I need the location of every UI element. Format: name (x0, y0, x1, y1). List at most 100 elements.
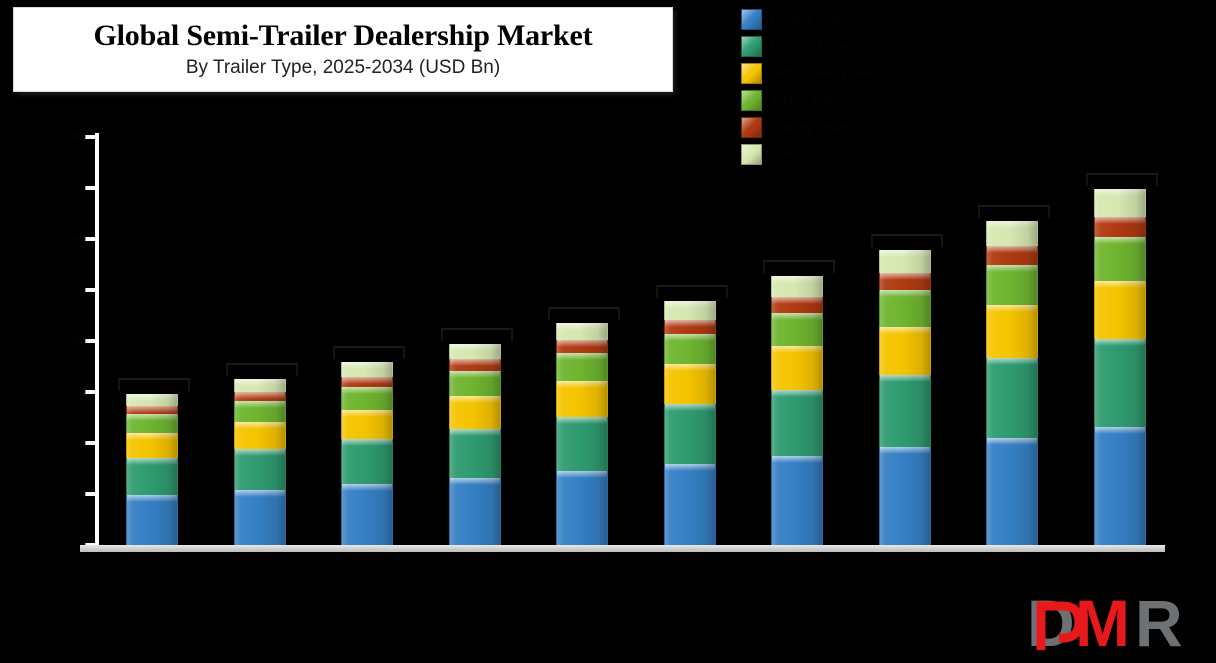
bar-segment-refrigerated-trailers[interactable] (771, 346, 823, 390)
bar-group-2033[interactable] (978, 205, 1050, 545)
y-axis-tick-label: 70 (71, 180, 86, 195)
bar-segment-refrigerated-trailers[interactable] (233, 421, 286, 450)
logo-letter-m: M (1075, 588, 1130, 656)
bar-segment-tanker-trailers[interactable] (771, 312, 823, 347)
bar-segment-tanker-trailers[interactable] (341, 386, 393, 410)
legend-item-4[interactable]: Lowboy Trailers (741, 114, 1201, 140)
bar-segment-others[interactable] (556, 323, 608, 341)
bar-segment-others[interactable] (986, 221, 1038, 246)
bar-segment-lowboy-trailers[interactable] (341, 376, 393, 388)
bar-segment-lowboy-trailers[interactable] (663, 319, 716, 334)
bar-total-label (440, 327, 513, 341)
bar-segment-lowboy-trailers[interactable] (771, 297, 823, 313)
logo-letter-r: R (1135, 588, 1183, 656)
bar-segment-tanker-trailers[interactable] (448, 370, 501, 396)
bar-segment-dry-van-trailers[interactable] (556, 416, 608, 472)
y-axis-tick (85, 186, 95, 190)
bar-group-2027[interactable] (333, 346, 405, 545)
bar-segment-flatbed-trailers[interactable] (1093, 427, 1146, 545)
bar-group-2030[interactable] (655, 284, 728, 546)
legend-item-1[interactable]: Dry Van Trailers (741, 33, 1201, 59)
bar-segment-lowboy-trailers[interactable] (1093, 216, 1146, 238)
bar-group-2028[interactable] (440, 327, 513, 545)
bar-segment-flatbed-trailers[interactable] (233, 489, 286, 546)
bar-segment-refrigerated-trailers[interactable] (556, 380, 608, 417)
y-axis-tick-label: 60 (71, 231, 86, 246)
bar-total-label (1085, 173, 1158, 186)
bar-segment-tanker-trailers[interactable] (663, 333, 716, 364)
bar-total-label (655, 284, 728, 298)
bar-segment-lowboy-trailers[interactable] (556, 340, 608, 354)
bar-segment-lowboy-trailers[interactable] (126, 405, 178, 415)
bar-segment-refrigerated-trailers[interactable] (1093, 281, 1146, 340)
bar-segment-dry-van-trailers[interactable] (341, 439, 393, 485)
y-axis-tick (85, 339, 95, 343)
bar-group-2026[interactable] (225, 363, 298, 546)
dmr-logo: D R M (1027, 588, 1207, 656)
bar-segment-dry-van-trailers[interactable] (663, 403, 716, 465)
y-axis-tick-label: 40 (71, 333, 86, 348)
bar-segment-lowboy-trailers[interactable] (986, 245, 1038, 265)
bar-segment-flatbed-trailers[interactable] (448, 478, 501, 545)
bar-segment-lowboy-trailers[interactable] (448, 359, 501, 371)
legend-item-2[interactable]: Refrigerated Trailers (741, 60, 1201, 86)
bar-segment-dry-van-trailers[interactable] (878, 374, 931, 448)
bar-segment-flatbed-trailers[interactable] (771, 456, 823, 545)
bar-group-2032[interactable] (870, 234, 943, 545)
bar-segment-flatbed-trailers[interactable] (341, 484, 393, 545)
bar-total-label (225, 363, 298, 377)
bar-segment-refrigerated-trailers[interactable] (986, 304, 1038, 358)
bar-group-2025[interactable] (118, 378, 190, 546)
bar-segment-refrigerated-trailers[interactable] (663, 363, 716, 404)
bar-segment-tanker-trailers[interactable] (126, 414, 178, 434)
bar-segment-flatbed-trailers[interactable] (663, 463, 716, 546)
y-axis-tick (85, 288, 95, 292)
bar-segment-dry-van-trailers[interactable] (986, 357, 1038, 438)
bar-segment-tanker-trailers[interactable] (878, 290, 931, 328)
legend-item-3[interactable]: Tanker Trailers (741, 87, 1201, 113)
legend-item-5[interactable]: Others (741, 141, 1201, 167)
bar-segment-others[interactable] (126, 394, 178, 406)
bar-segment-tanker-trailers[interactable] (556, 353, 608, 381)
bar-segment-dry-van-trailers[interactable] (126, 457, 178, 495)
bar-segment-flatbed-trailers[interactable] (556, 471, 608, 545)
bar-segment-others[interactable] (1093, 189, 1146, 217)
bar-total-label (763, 260, 835, 274)
bar-segment-flatbed-trailers[interactable] (126, 494, 178, 546)
y-axis-tick-label: 10 (71, 486, 86, 501)
bar-segment-lowboy-trailers[interactable] (233, 391, 286, 402)
legend-item-0[interactable]: Flatbed Trailers (741, 6, 1201, 32)
legend-item-label: Refrigerated Trailers (771, 66, 880, 80)
legend-swatch-icon (741, 62, 762, 84)
bar-segment-others[interactable] (878, 250, 931, 274)
bar-segment-others[interactable] (663, 300, 716, 320)
bar-segment-dry-van-trailers[interactable] (233, 449, 286, 490)
bar-segment-dry-van-trailers[interactable] (771, 389, 823, 457)
bar-segment-lowboy-trailers[interactable] (878, 273, 931, 291)
y-axis-tick (85, 492, 95, 496)
bar-segment-tanker-trailers[interactable] (233, 401, 286, 423)
bar-segment-tanker-trailers[interactable] (986, 264, 1038, 305)
bar-total-label (870, 234, 943, 248)
bar-segment-others[interactable] (771, 276, 823, 298)
bar-group-2029[interactable] (548, 307, 620, 545)
bar-total-label (118, 378, 190, 392)
bar-segment-flatbed-trailers[interactable] (986, 437, 1038, 545)
bar-segment-flatbed-trailers[interactable] (878, 447, 931, 545)
bar-segment-tanker-trailers[interactable] (1093, 237, 1146, 282)
bar-segment-dry-van-trailers[interactable] (448, 428, 501, 479)
logo-accent-stroke (1036, 601, 1084, 650)
bar-segment-refrigerated-trailers[interactable] (878, 326, 931, 375)
bar-segment-others[interactable] (341, 362, 393, 377)
bar-segment-others[interactable] (448, 343, 501, 360)
bar-group-2031[interactable] (763, 260, 835, 545)
bar-segment-dry-van-trailers[interactable] (1093, 339, 1146, 428)
bar-segment-others[interactable] (233, 379, 286, 392)
bar-segment-refrigerated-trailers[interactable] (448, 395, 501, 429)
y-axis-tick-label: 20 (71, 435, 86, 450)
bar-segment-refrigerated-trailers[interactable] (341, 409, 393, 440)
legend-swatch-icon (741, 89, 762, 111)
bar-segment-refrigerated-trailers[interactable] (126, 433, 178, 458)
legend-swatch-icon (741, 35, 762, 57)
bar-group-2034[interactable] (1085, 173, 1158, 545)
